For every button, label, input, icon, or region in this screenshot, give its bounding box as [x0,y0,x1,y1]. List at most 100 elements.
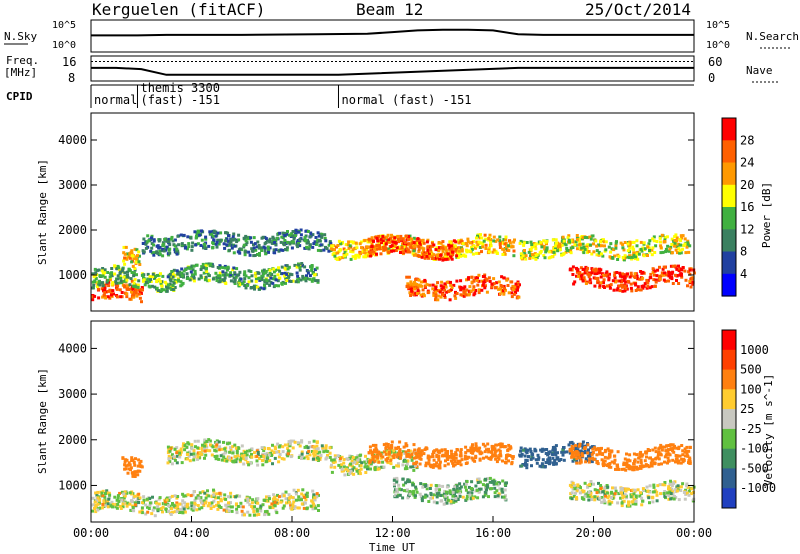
echo-cell [266,245,270,249]
echo-cell [260,276,264,280]
echo-cell [381,455,385,459]
echo-cell [495,460,499,464]
echo-cell [116,274,120,278]
echo-cell [683,450,687,454]
echo-cell [605,270,609,274]
echo-cell [300,452,304,456]
echo-cell [224,282,228,285]
echo-cell [650,459,654,463]
echo-cell [103,286,107,290]
echo-cell [423,278,427,282]
echo-cell [446,498,450,502]
echo-cell [181,505,185,509]
echo-cell [363,460,367,464]
echo-cell [405,454,409,458]
echo-cell [300,492,304,496]
echo-cell [177,279,181,283]
echo-cell [216,238,220,242]
echo-cell [487,250,491,254]
echo-cell [367,451,371,455]
echo-cell [138,263,142,266]
echo-cell [599,281,603,285]
echo-cell [613,271,617,275]
echo-cell [360,246,363,250]
echo-cell [615,240,618,244]
echo-cell [625,452,628,456]
echo-cell [613,454,617,458]
echo-cell [148,501,152,505]
echo-cell [633,458,637,462]
echo-cell [568,451,572,455]
echo-cell [101,274,105,278]
echo-cell [218,264,222,268]
echo-cell [667,485,671,489]
echo-cell [210,501,214,505]
echo-cell [484,486,487,490]
echo-cell [625,462,629,465]
echo-cell [294,234,297,238]
echo-cell [349,257,353,261]
echo-cell [309,445,313,449]
echo-cell [462,287,466,291]
echo-cell [419,494,423,498]
echo-cell [100,287,104,291]
echo-cell [669,492,673,495]
echo-cell [659,453,663,457]
echo-cell [244,456,248,460]
echo-cell [243,513,246,517]
echo-cell [455,279,459,283]
echo-cell [445,257,449,261]
echo-cell [677,498,681,502]
echo-cell [480,279,484,283]
echo-cell [272,270,276,274]
echo-cell [410,492,414,496]
echo-cell [255,245,259,249]
echo-cell [279,248,283,252]
echo-cell [325,247,329,251]
echo-cell [426,248,430,252]
echo-cell [601,254,605,258]
echo-cell [249,236,253,240]
echo-cell [340,467,344,471]
echo-cell [276,498,280,502]
echo-cell [548,250,552,254]
echo-cell [315,441,319,445]
echo-cell [478,457,482,461]
echo-cell [377,467,381,471]
echo-cell [629,495,633,499]
echo-cell [317,493,320,497]
echo-cell [656,453,660,456]
echo-cell [266,451,269,455]
echo-cell [656,455,660,459]
echo-cell [547,451,551,454]
echo-cell [130,271,134,274]
echo-cell [161,247,165,251]
echo-cell [125,504,129,508]
echo-cell [684,488,688,492]
echo-cell [584,282,588,285]
echo-cell [412,489,416,493]
echo-cell [158,249,162,253]
echo-cell [679,485,683,489]
echo-cell [580,274,584,277]
echo-cell [226,239,230,243]
echo-cell [667,271,671,274]
echo-cell [495,482,499,486]
echo-cell [420,499,424,503]
echo-cell [519,446,523,450]
echo-cell [285,232,289,236]
echo-cell [191,508,195,512]
echo-cell [241,505,245,509]
echo-cell [101,281,105,285]
echo-cell [478,450,482,454]
echo-cell [305,507,309,511]
echo-cell [595,253,599,257]
echo-cell [119,276,123,280]
echo-cell [304,279,308,283]
echo-cell [128,297,132,301]
echo-cell [593,488,597,492]
echo-cell [235,240,239,244]
echo-cell [502,292,506,296]
echo-cell [554,238,558,242]
